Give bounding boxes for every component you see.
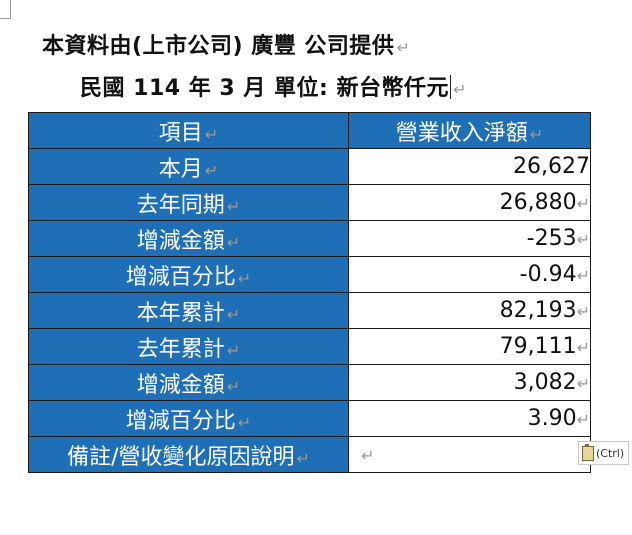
table-row: 本月 ↵ 26,627: [28, 148, 591, 185]
paragraph-mark-icon: ↵: [396, 38, 411, 57]
cell-end-mark-icon: ↵: [576, 338, 590, 357]
text-cursor: [449, 75, 451, 99]
row-label-cell[interactable]: 增減百分比 ↵: [28, 256, 349, 293]
report-period-unit: 民國 114 年 3 月 單位: 新台幣仟元 ↵: [80, 70, 467, 102]
cell-end-mark-icon: ↵: [576, 266, 590, 285]
row-label-cell[interactable]: 增減金額 ↵: [28, 220, 349, 257]
row-value-cell[interactable]: -253↵: [348, 220, 591, 257]
table-row: 本年累計 ↵ 82,193↵: [28, 292, 591, 329]
row-value-cell[interactable]: 3.90↵: [348, 400, 591, 437]
cell-end-mark-icon: ↵: [204, 124, 219, 144]
row-value-cell[interactable]: 26,627: [348, 148, 591, 185]
remarks-value-cell[interactable]: ↵: [348, 436, 591, 473]
cell-end-mark-icon: ↵: [529, 124, 544, 144]
cell-end-mark-icon: ↵: [226, 304, 241, 324]
row-value-cell[interactable]: 26,880↵: [348, 184, 591, 221]
paragraph-mark-icon: ↵: [452, 80, 467, 99]
cell-end-mark-icon: ↵: [576, 194, 590, 213]
cell-end-mark-icon: ↵: [226, 196, 241, 216]
cell-end-mark-icon: ↵: [296, 448, 310, 468]
column-header-revenue[interactable]: 營業收入淨額 ↵: [348, 112, 591, 149]
cell-end-mark-icon: ↵: [226, 340, 241, 360]
cell-end-mark-icon: ↵: [576, 302, 590, 321]
table-row: 去年同期 ↵ 26,880↵: [28, 184, 591, 221]
table-row: 增減金額 ↵ -253↵: [28, 220, 591, 257]
row-label-cell[interactable]: 備註/營收變化原因說明 ↵: [28, 436, 349, 473]
cell-end-mark-icon: ↵: [237, 412, 252, 432]
cell-end-mark-icon: ↵: [226, 376, 241, 396]
cell-end-mark-icon: ↵: [237, 268, 252, 288]
row-label-cell[interactable]: 增減百分比 ↵: [28, 400, 349, 437]
cell-end-mark-icon: ↵: [361, 446, 375, 465]
table-header-row: 項目 ↵ 營業收入淨額 ↵: [28, 112, 591, 149]
row-value-cell[interactable]: 82,193↵: [348, 292, 591, 329]
row-label-cell[interactable]: 去年累計 ↵: [28, 328, 349, 365]
row-label-cell[interactable]: 去年同期 ↵: [28, 184, 349, 221]
cell-end-mark-icon: ↵: [576, 230, 590, 249]
cell-end-mark-icon: ↵: [576, 410, 590, 429]
period-unit-text: 民國 114 年 3 月 單位: 新台幣仟元: [80, 76, 449, 101]
row-label-cell[interactable]: 本月 ↵: [28, 148, 349, 185]
cell-end-mark-icon: ↵: [226, 232, 241, 252]
row-value-cell[interactable]: 79,111↵: [348, 328, 591, 365]
paste-options-label: (Ctrl): [596, 446, 625, 460]
row-value-cell[interactable]: 3,082↵: [348, 364, 591, 401]
clipboard-icon: [582, 443, 594, 461]
table-row: 增減百分比 ↵ 3.90↵: [28, 400, 591, 437]
revenue-table: 項目 ↵ 營業收入淨額 ↵ 本月 ↵ 26,627 去年同期 ↵ 26,880↵ 增減金…: [28, 112, 591, 473]
cell-end-mark-icon: ↵: [576, 374, 590, 393]
row-value-cell[interactable]: -0.94↵: [348, 256, 591, 293]
table-row: 備註/營收變化原因說明 ↵ ↵: [28, 436, 591, 473]
row-label-cell[interactable]: 增減金額 ↵: [28, 364, 349, 401]
column-header-item[interactable]: 項目 ↵: [28, 112, 349, 149]
paste-options-button[interactable]: (Ctrl): [578, 441, 630, 465]
table-row: 增減百分比 ↵ -0.94↵: [28, 256, 591, 293]
cell-end-mark-icon: ↵: [204, 160, 219, 180]
source-text: 本資料由(上市公司) 廣豐 公司提供: [42, 34, 395, 59]
page-corner-mark: [0, 0, 11, 19]
table-row: 去年累計 ↵ 79,111↵: [28, 328, 591, 365]
row-label-cell[interactable]: 本年累計 ↵: [28, 292, 349, 329]
report-source-title: 本資料由(上市公司) 廣豐 公司提供 ↵: [42, 28, 410, 60]
table-row: 增減金額 ↵ 3,082↵: [28, 364, 591, 401]
